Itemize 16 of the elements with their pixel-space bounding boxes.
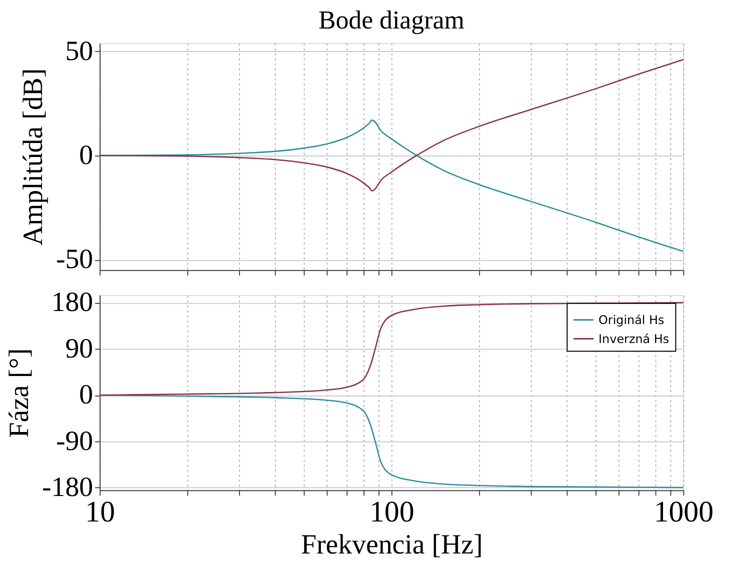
x-axis-title: Frekvencia [Hz] <box>300 529 483 560</box>
x-tick-label: 100 <box>369 496 414 529</box>
legend-label: Inverzná Hs <box>598 332 670 346</box>
y-tick-label: 180 <box>51 287 94 318</box>
y-tick-label: 90 <box>65 333 94 364</box>
x-tick-label: 10 <box>85 496 116 529</box>
legend-label: Originál Hs <box>598 312 664 327</box>
y-tick-label: 0 <box>79 140 94 171</box>
x-tick-label: 1000 <box>654 496 714 529</box>
y-tick-label: -90 <box>56 426 94 457</box>
y-axis-title: Amplitúda [dB] <box>18 68 50 246</box>
y-axis-title: Fáza [°] <box>4 348 36 438</box>
chart-title: Bode diagram <box>318 5 464 34</box>
y-tick-label: 0 <box>79 380 94 411</box>
y-tick-label: -50 <box>56 244 94 276</box>
y-tick-label: 50 <box>65 36 94 67</box>
